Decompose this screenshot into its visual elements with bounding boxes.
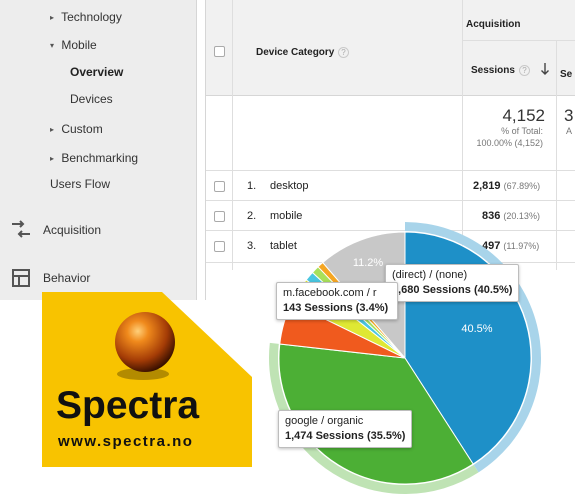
caret-right-icon: ▸	[50, 13, 55, 22]
sidebar-item-label: Custom	[61, 122, 103, 136]
group-header-label: Acquisition	[466, 19, 521, 30]
acquisition-group-header: Acquisition	[466, 19, 520, 30]
arrow-down-icon[interactable]	[540, 62, 550, 76]
sidebar-item-benchmarking[interactable]: ▸ Benchmarking	[50, 151, 138, 165]
row-sessions: 2,819 (67.89%)	[473, 180, 540, 192]
tooltip-value: 143 Sessions (3.4%)	[283, 302, 389, 314]
row-index: 1.	[247, 180, 257, 192]
tooltip-google: google / organic 1,474 Sessions (35.5%)	[278, 410, 413, 448]
sidebar-item-custom[interactable]: ▸ Custom	[50, 122, 103, 136]
row-checkbox[interactable]	[214, 211, 225, 222]
row-index: 2.	[247, 210, 257, 222]
row-sessions-percent: (20.13%)	[503, 211, 540, 221]
sidebar-item-overview[interactable]: Overview	[70, 65, 123, 79]
tooltip-direct: (direct) / (none) 1,680 Sessions (40.5%)	[385, 264, 520, 302]
logo-url: www.spectra.no	[57, 433, 193, 450]
row-device[interactable]: desktop	[270, 180, 309, 192]
row-device[interactable]: mobile	[270, 210, 303, 222]
column-header-label: Sessions	[471, 65, 515, 76]
row-sessions-value: 497	[482, 240, 501, 252]
sidebar-item-mobile[interactable]: ▾ Mobile	[50, 38, 97, 52]
spectra-logo: Spectra www.spectra.no	[42, 292, 252, 467]
sessions-per-user-header-partial[interactable]: Se	[560, 69, 573, 80]
row-sessions-percent: (11.97%)	[503, 241, 540, 251]
select-all-checkbox[interactable]	[214, 46, 225, 57]
sidebar-item-acquisition[interactable]: Acquisition	[43, 223, 101, 237]
logo-wordmark: Spectra	[56, 384, 199, 427]
sidebar-item-label: Mobile	[61, 38, 97, 52]
sessions-header[interactable]: Sessions	[471, 65, 515, 76]
sidebar-item-label: Devices	[70, 92, 113, 106]
sidebar-item-label: Acquisition	[43, 223, 102, 237]
tooltip-value: 1,680 Sessions (40.5%)	[392, 284, 513, 296]
tooltip-label: m.facebook.com / r	[283, 287, 377, 299]
column-header-label: Device Category	[256, 47, 335, 58]
sidebar-item-users-flow[interactable]: Users Flow	[50, 177, 110, 191]
caret-right-icon: ▸	[50, 125, 55, 134]
row-sessions-percent: (67.89%)	[503, 181, 541, 191]
help-icon[interactable]: ?	[338, 47, 349, 58]
slice-label-other: 11.2%	[353, 257, 384, 269]
next-column-caption-partial: A	[566, 126, 573, 136]
pie-highlight-ring	[269, 342, 479, 495]
row-sessions-value: 836	[482, 210, 501, 222]
help-icon[interactable]: ?	[519, 65, 530, 76]
sidebar-item-devices[interactable]: Devices	[70, 92, 113, 106]
device-category-header[interactable]: Device Category	[256, 47, 334, 58]
tooltip-value: 1,474 Sessions (35.5%)	[285, 430, 406, 442]
sidebar-item-label: Benchmarking	[61, 151, 139, 165]
sidebar: ▸ Technology ▾ Mobile Overview Devices ▸…	[0, 0, 197, 300]
sidebar-item-label: Overview	[70, 65, 124, 79]
total-percent: 100.00% (4,152)	[476, 138, 543, 148]
report-table: Device Category ? Acquisition Sessions ?…	[205, 0, 575, 300]
caret-right-icon: ▸	[50, 154, 55, 163]
traffic-source-pie-chart[interactable]: 40.5% 11.2%	[265, 216, 550, 500]
sidebar-item-label: Technology	[61, 10, 122, 24]
sidebar-item-label: Users Flow	[50, 177, 111, 191]
caret-down-icon: ▾	[50, 41, 55, 50]
sidebar-item-behavior[interactable]: Behavior	[43, 271, 90, 285]
row-sessions: 497 (11.97%)	[482, 240, 539, 252]
row-index: 3.	[247, 240, 257, 252]
tooltip-facebook: m.facebook.com / r 143 Sessions (3.4%)	[276, 282, 398, 320]
total-sessions: 4,152	[502, 106, 545, 125]
sidebar-item-technology[interactable]: ▸ Technology	[50, 10, 122, 24]
next-column-total-partial: 3	[564, 106, 574, 125]
sidebar-item-label: Behavior	[43, 271, 91, 285]
tooltip-label: (direct) / (none)	[392, 269, 468, 281]
table-header	[206, 0, 575, 96]
row-sessions-value: 2,819	[473, 180, 501, 192]
row-device[interactable]: tablet	[270, 240, 297, 252]
row-sessions: 836 (20.13%)	[482, 210, 540, 222]
row-checkbox[interactable]	[214, 241, 225, 252]
orange-ball-icon	[115, 312, 175, 372]
row-checkbox[interactable]	[214, 181, 225, 192]
slice-label-direct: 40.5%	[461, 323, 492, 335]
behavior-icon	[12, 269, 30, 287]
total-caption: % of Total:	[501, 126, 543, 136]
tooltip-label: google / organic	[285, 415, 364, 427]
acquisition-icon	[12, 220, 30, 238]
